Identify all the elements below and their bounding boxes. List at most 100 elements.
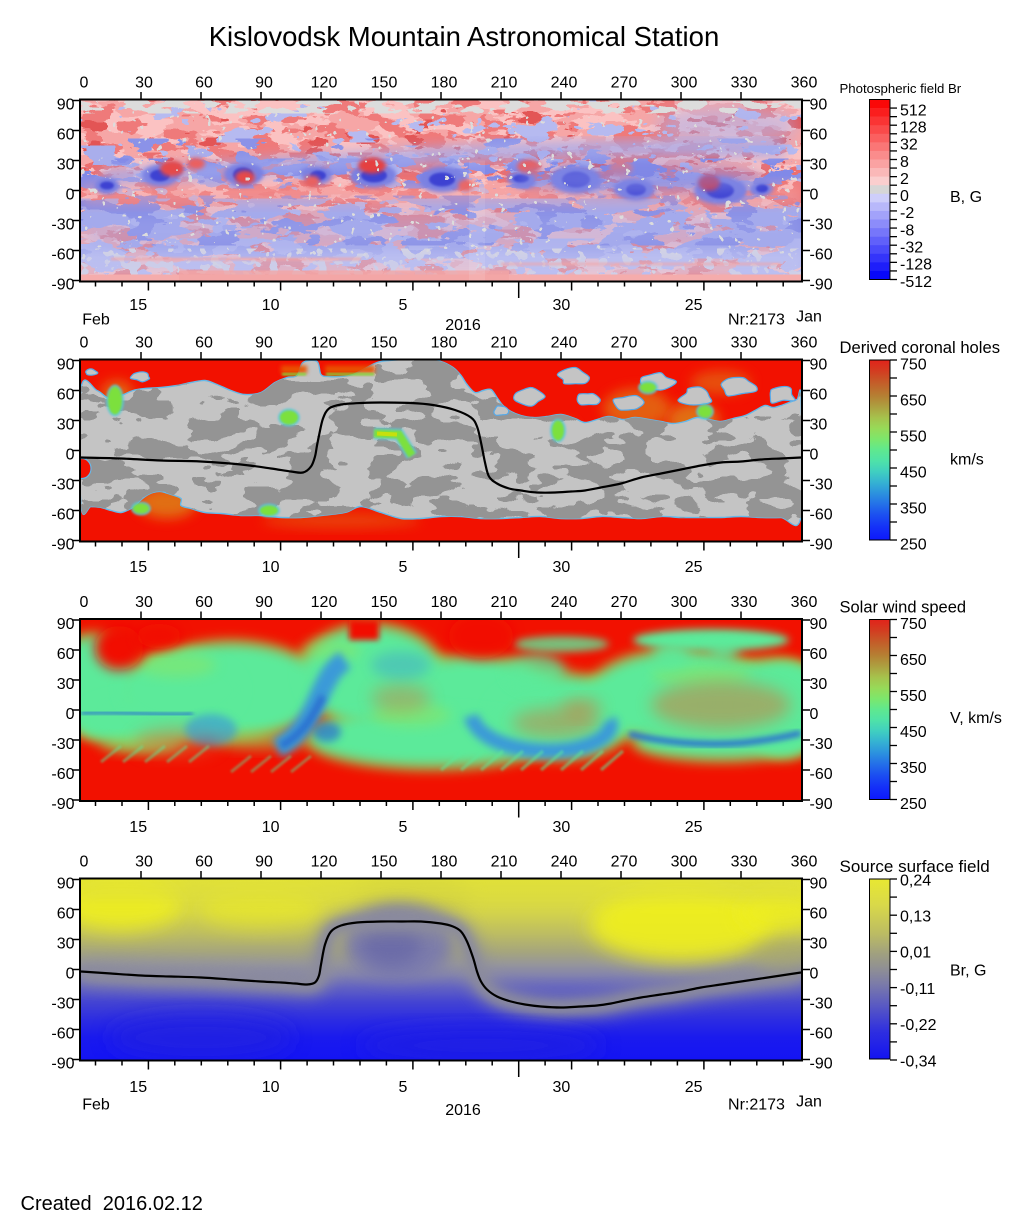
svg-text:750: 750 bbox=[900, 356, 927, 373]
svg-text:270: 270 bbox=[611, 854, 638, 871]
svg-text:-30: -30 bbox=[51, 217, 74, 234]
svg-text:150: 150 bbox=[371, 75, 398, 92]
svg-text:Jan: Jan bbox=[796, 1094, 822, 1111]
svg-text:650: 650 bbox=[900, 652, 927, 669]
svg-text:-2: -2 bbox=[900, 205, 914, 222]
svg-text:0: 0 bbox=[66, 447, 75, 464]
svg-text:120: 120 bbox=[311, 335, 338, 352]
svg-text:30: 30 bbox=[57, 936, 75, 953]
svg-text:300: 300 bbox=[671, 75, 698, 92]
svg-text:30: 30 bbox=[135, 594, 153, 611]
svg-text:60: 60 bbox=[195, 594, 213, 611]
svg-text:330: 330 bbox=[731, 854, 758, 871]
svg-text:240: 240 bbox=[551, 854, 578, 871]
svg-text:30: 30 bbox=[810, 157, 828, 174]
svg-text:-90: -90 bbox=[51, 277, 74, 294]
svg-text:360: 360 bbox=[791, 854, 818, 871]
svg-text:-30: -30 bbox=[810, 996, 833, 1013]
svg-text:25: 25 bbox=[685, 559, 703, 576]
svg-text:550: 550 bbox=[900, 688, 927, 705]
svg-text:240: 240 bbox=[551, 75, 578, 92]
svg-text:V, km/s: V, km/s bbox=[950, 710, 1002, 727]
svg-text:60: 60 bbox=[195, 854, 213, 871]
svg-text:150: 150 bbox=[371, 854, 398, 871]
svg-text:10: 10 bbox=[262, 819, 280, 836]
svg-text:Feb: Feb bbox=[82, 312, 110, 329]
svg-text:30: 30 bbox=[57, 676, 75, 693]
svg-text:210: 210 bbox=[491, 854, 518, 871]
svg-text:Br, G: Br, G bbox=[950, 963, 986, 980]
svg-text:450: 450 bbox=[900, 724, 927, 741]
svg-text:90: 90 bbox=[810, 357, 828, 374]
svg-text:0: 0 bbox=[66, 966, 75, 983]
svg-text:0,24: 0,24 bbox=[900, 872, 931, 889]
svg-text:360: 360 bbox=[791, 335, 818, 352]
svg-text:150: 150 bbox=[371, 335, 398, 352]
svg-text:15: 15 bbox=[129, 819, 147, 836]
svg-text:0: 0 bbox=[80, 75, 89, 92]
svg-text:60: 60 bbox=[810, 646, 828, 663]
svg-text:210: 210 bbox=[491, 335, 518, 352]
svg-text:Created 2016.02.12: Created 2016.02.12 bbox=[21, 1193, 203, 1215]
svg-text:-90: -90 bbox=[51, 1056, 74, 1073]
svg-text:10: 10 bbox=[262, 297, 280, 314]
svg-text:300: 300 bbox=[671, 594, 698, 611]
svg-text:10: 10 bbox=[262, 559, 280, 576]
svg-text:90: 90 bbox=[57, 616, 75, 633]
svg-text:60: 60 bbox=[57, 646, 75, 663]
svg-text:0: 0 bbox=[810, 706, 819, 723]
svg-text:-30: -30 bbox=[810, 217, 833, 234]
svg-text:32: 32 bbox=[900, 137, 918, 154]
svg-text:-30: -30 bbox=[810, 736, 833, 753]
svg-text:350: 350 bbox=[900, 760, 927, 777]
svg-text:60: 60 bbox=[57, 127, 75, 144]
svg-text:-60: -60 bbox=[810, 247, 833, 264]
svg-text:Source surface field: Source surface field bbox=[840, 857, 990, 876]
svg-text:25: 25 bbox=[685, 819, 703, 836]
svg-text:90: 90 bbox=[255, 75, 273, 92]
svg-text:-60: -60 bbox=[51, 507, 74, 524]
svg-text:-90: -90 bbox=[51, 796, 74, 813]
svg-text:2016: 2016 bbox=[445, 317, 481, 334]
svg-text:270: 270 bbox=[611, 335, 638, 352]
svg-text:25: 25 bbox=[685, 297, 703, 314]
svg-text:90: 90 bbox=[57, 876, 75, 893]
svg-text:60: 60 bbox=[195, 335, 213, 352]
svg-text:180: 180 bbox=[431, 594, 458, 611]
svg-text:-30: -30 bbox=[51, 736, 74, 753]
svg-text:120: 120 bbox=[311, 854, 338, 871]
svg-text:210: 210 bbox=[491, 594, 518, 611]
svg-text:5: 5 bbox=[398, 297, 407, 314]
svg-text:0: 0 bbox=[80, 594, 89, 611]
svg-text:450: 450 bbox=[900, 464, 927, 481]
svg-text:-90: -90 bbox=[810, 796, 833, 813]
svg-text:0: 0 bbox=[810, 187, 819, 204]
svg-text:60: 60 bbox=[57, 387, 75, 404]
svg-text:0: 0 bbox=[900, 188, 909, 205]
svg-text:30: 30 bbox=[135, 75, 153, 92]
svg-text:300: 300 bbox=[671, 854, 698, 871]
svg-text:650: 650 bbox=[900, 392, 927, 409]
svg-text:-0,34: -0,34 bbox=[900, 1053, 937, 1070]
svg-text:270: 270 bbox=[611, 594, 638, 611]
svg-text:30: 30 bbox=[553, 297, 571, 314]
svg-text:180: 180 bbox=[431, 854, 458, 871]
svg-text:Jan: Jan bbox=[796, 309, 822, 326]
svg-text:Solar wind speed: Solar wind speed bbox=[840, 599, 967, 617]
svg-text:-90: -90 bbox=[810, 537, 833, 554]
svg-text:30: 30 bbox=[810, 936, 828, 953]
svg-text:Nr:2173: Nr:2173 bbox=[728, 312, 785, 329]
svg-text:0,13: 0,13 bbox=[900, 909, 931, 926]
svg-text:5: 5 bbox=[398, 819, 407, 836]
svg-text:-8: -8 bbox=[900, 222, 914, 239]
svg-text:Derived coronal holes: Derived coronal holes bbox=[840, 338, 1001, 357]
svg-text:Nr:2173: Nr:2173 bbox=[728, 1097, 785, 1114]
svg-text:-0,22: -0,22 bbox=[900, 1017, 937, 1034]
svg-text:km/s: km/s bbox=[950, 452, 984, 469]
svg-text:-90: -90 bbox=[51, 537, 74, 554]
svg-text:-128: -128 bbox=[900, 257, 932, 274]
svg-text:210: 210 bbox=[491, 75, 518, 92]
svg-text:Photospheric field Br: Photospheric field Br bbox=[840, 81, 962, 96]
svg-text:360: 360 bbox=[791, 75, 818, 92]
svg-text:30: 30 bbox=[553, 819, 571, 836]
